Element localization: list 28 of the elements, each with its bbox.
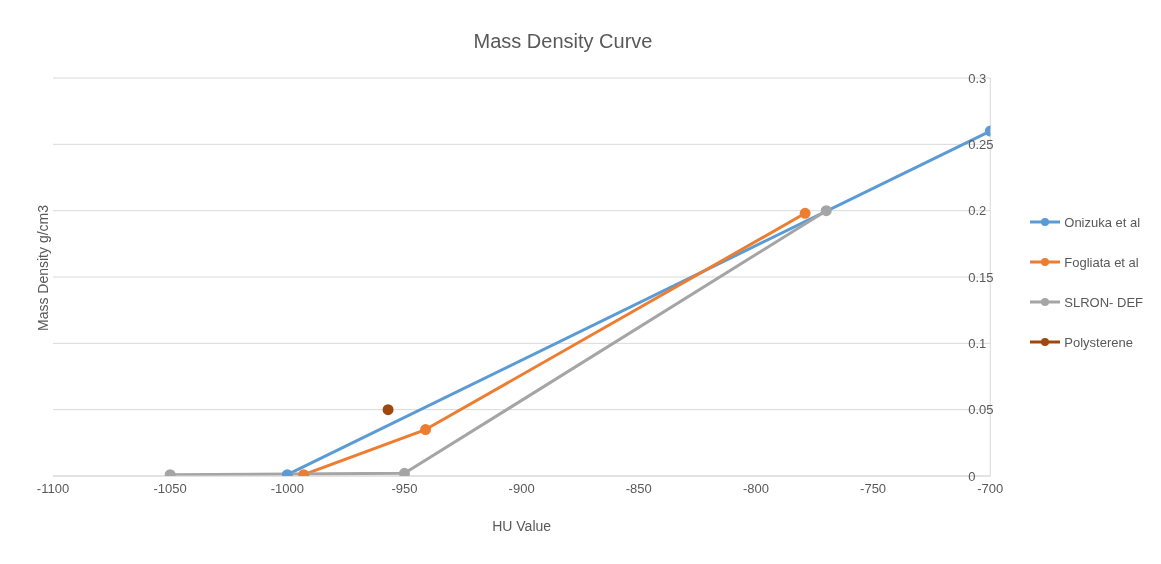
legend-label: Fogliata et al bbox=[1064, 254, 1139, 270]
x-tick-label: -800 bbox=[742, 481, 769, 497]
x-tick-label: -1050 bbox=[153, 481, 187, 497]
y-tick-label: 0 bbox=[968, 468, 976, 484]
point bbox=[420, 424, 432, 436]
x-tick-label: -1000 bbox=[270, 481, 304, 497]
y-axis-title: Mass Density g/cm3 bbox=[35, 204, 51, 332]
x-axis-title: HU Value bbox=[492, 518, 552, 534]
legend-label: SLRON- DEF bbox=[1064, 294, 1143, 310]
x-tick-label: -950 bbox=[391, 481, 418, 497]
y-tick-label: 0.1 bbox=[968, 335, 987, 351]
x-tick-label: -1100 bbox=[36, 481, 70, 497]
x-tick-label: -700 bbox=[977, 481, 1004, 497]
legend-label: Polysterene bbox=[1064, 334, 1133, 350]
x-tick-label: -850 bbox=[625, 481, 652, 497]
y-tick-label: 0.15 bbox=[968, 269, 994, 285]
y-tick-label: 0.3 bbox=[968, 70, 987, 86]
point bbox=[382, 404, 394, 416]
chart-title: Mass Density Curve bbox=[473, 30, 653, 52]
x-tick-label: -750 bbox=[860, 481, 887, 497]
y-tick-label: 0.05 bbox=[968, 402, 994, 418]
point bbox=[398, 467, 410, 476]
y-tick-label: 0.2 bbox=[968, 203, 987, 219]
x-tick-label: -900 bbox=[508, 481, 535, 497]
point bbox=[820, 205, 832, 217]
y-tick-label: 0.25 bbox=[968, 136, 994, 152]
legend-label: Onizuka et al bbox=[1064, 214, 1141, 230]
point bbox=[799, 207, 811, 219]
